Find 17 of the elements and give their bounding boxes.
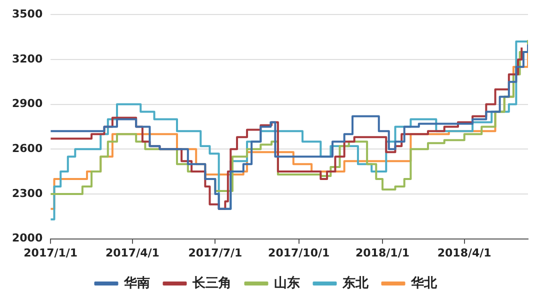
x-tick-label: 2017/4/1	[105, 246, 160, 260]
legend-label: 长三角	[191, 276, 232, 291]
x-tick-label: 2018/1/1	[356, 246, 410, 260]
y-tick-label: 2900	[12, 97, 43, 110]
legend-label: 山东	[274, 274, 300, 291]
legend-label: 华北	[410, 276, 438, 291]
x-tick-label: 2017/7/1	[188, 246, 242, 260]
y-tick-label: 3500	[12, 7, 43, 20]
y-tick-label: 2300	[12, 186, 43, 200]
x-tick-label: 2017/10/1	[268, 246, 330, 260]
y-tick-label: 2600	[12, 142, 43, 155]
x-tick-label: 2018/4/1	[437, 246, 492, 260]
legend-label: 东北	[341, 274, 370, 291]
y-tick-label: 2000	[12, 232, 43, 245]
y-tick-label: 3200	[12, 52, 43, 66]
legend-label: 华南	[122, 276, 150, 291]
x-tick-label: 2017/1/1	[24, 246, 78, 260]
